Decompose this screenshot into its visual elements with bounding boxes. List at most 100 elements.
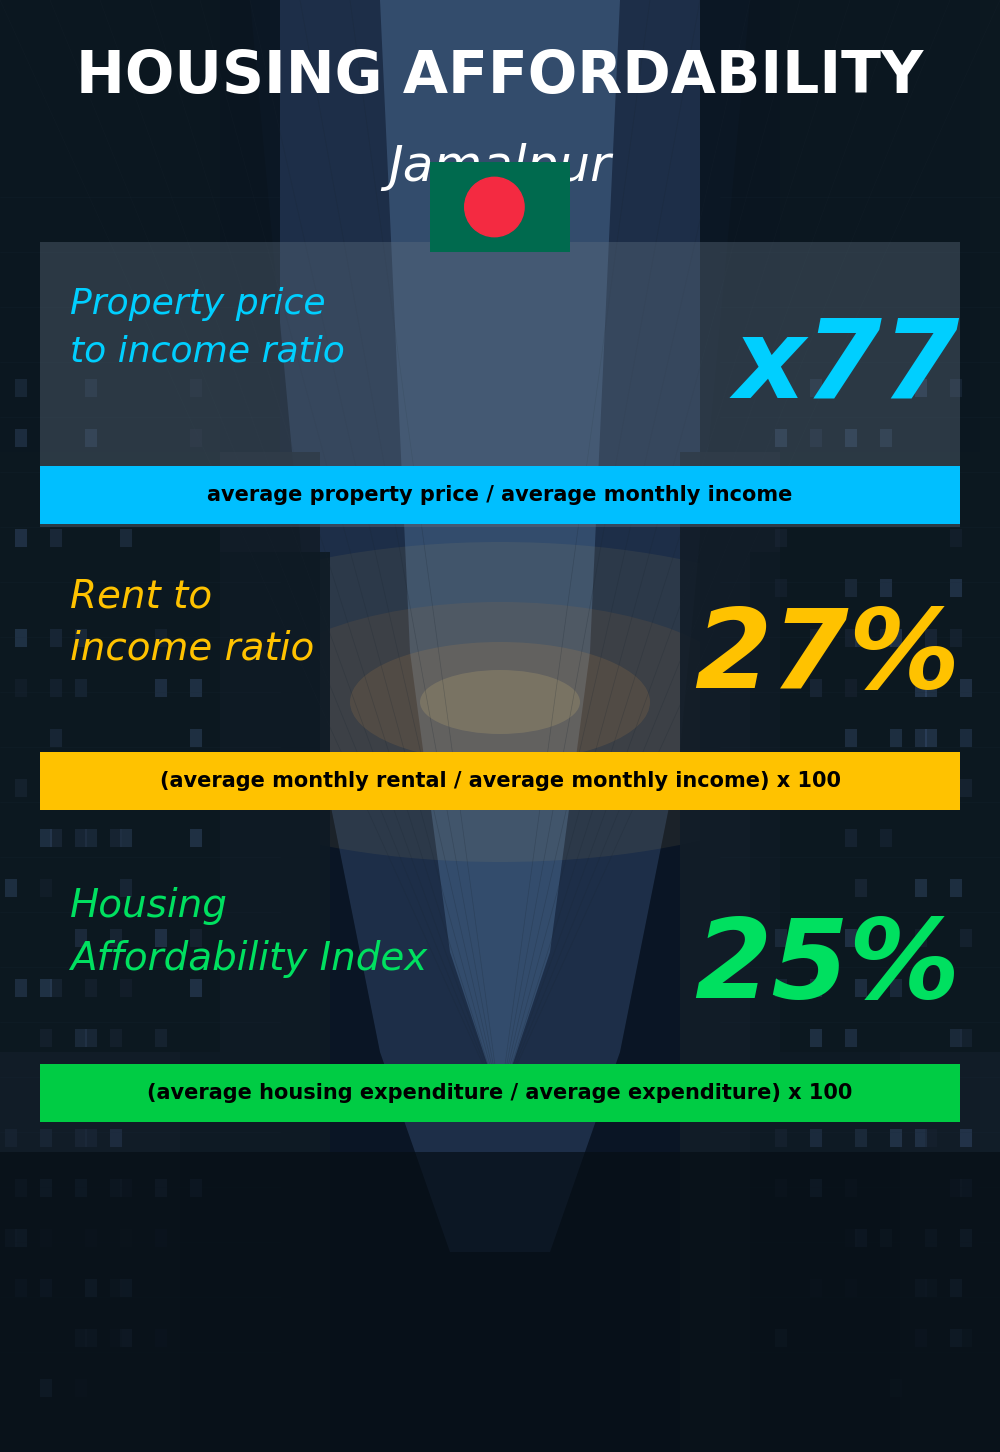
Bar	[915, 929, 927, 947]
Bar	[190, 428, 202, 447]
Bar	[75, 1029, 87, 1047]
Bar	[40, 1379, 52, 1397]
Bar	[15, 1179, 27, 1196]
Bar	[110, 1179, 122, 1196]
Bar	[845, 1279, 857, 1297]
Bar	[855, 629, 867, 648]
Bar	[155, 1179, 167, 1196]
Bar	[155, 629, 167, 648]
Bar	[155, 479, 167, 497]
Bar	[680, 452, 1000, 1452]
Bar	[890, 780, 902, 797]
Bar	[925, 1079, 937, 1098]
Bar	[880, 428, 892, 447]
Bar	[925, 1279, 937, 1297]
Bar	[845, 929, 857, 947]
Bar	[775, 1130, 787, 1147]
Bar	[190, 729, 202, 746]
Bar	[110, 929, 122, 947]
Bar	[0, 0, 180, 1452]
Bar	[40, 979, 52, 998]
Bar	[880, 1228, 892, 1247]
Bar	[0, 0, 220, 1053]
Bar	[85, 1279, 97, 1297]
Bar	[50, 979, 62, 998]
Bar	[810, 1130, 822, 1147]
Bar	[750, 552, 900, 1452]
Bar	[15, 529, 27, 547]
Bar	[960, 780, 972, 797]
Bar	[40, 242, 960, 527]
Bar	[75, 680, 87, 697]
Bar	[950, 579, 962, 597]
Bar	[155, 929, 167, 947]
Bar	[85, 379, 97, 396]
Bar	[85, 1079, 97, 1098]
Bar	[110, 829, 122, 847]
Bar	[810, 979, 822, 998]
Bar	[85, 1228, 97, 1247]
Bar	[960, 1130, 972, 1147]
Bar	[0, 0, 280, 1252]
Bar	[155, 1329, 167, 1347]
Bar	[75, 1130, 87, 1147]
Bar	[40, 1029, 52, 1047]
Bar	[120, 829, 132, 847]
Bar	[925, 1228, 937, 1247]
Bar	[40, 878, 52, 897]
Bar	[155, 1029, 167, 1047]
Bar	[190, 379, 202, 396]
Bar	[845, 479, 857, 497]
Bar	[915, 1130, 927, 1147]
Bar	[700, 0, 980, 1252]
Bar	[5, 878, 17, 897]
Text: x77: x77	[734, 314, 960, 421]
Bar	[855, 1228, 867, 1247]
Bar	[75, 929, 87, 947]
Bar	[40, 752, 960, 810]
Bar	[845, 1029, 857, 1047]
Bar	[120, 479, 132, 497]
Bar	[110, 1329, 122, 1347]
Bar	[925, 729, 937, 746]
Bar	[110, 1279, 122, 1297]
Bar	[40, 829, 52, 847]
Bar	[810, 1179, 822, 1196]
Bar	[950, 1029, 962, 1047]
Text: (average monthly rental / average monthly income) x 100: (average monthly rental / average monthl…	[160, 771, 840, 791]
Text: (average housing expenditure / average expenditure) x 100: (average housing expenditure / average e…	[147, 1083, 853, 1104]
Bar	[950, 529, 962, 547]
Bar	[180, 552, 330, 1452]
Bar	[40, 1179, 52, 1196]
Bar	[915, 1279, 927, 1297]
Bar	[120, 1228, 132, 1247]
Bar	[75, 829, 87, 847]
Bar	[110, 780, 122, 797]
Bar	[155, 780, 167, 797]
Bar	[960, 1179, 972, 1196]
Bar	[120, 979, 132, 998]
Bar	[915, 729, 927, 746]
Bar	[890, 1130, 902, 1147]
Bar	[775, 529, 787, 547]
Bar	[890, 979, 902, 998]
Bar	[85, 428, 97, 447]
Bar	[120, 878, 132, 897]
Bar	[50, 829, 62, 847]
Bar	[845, 829, 857, 847]
Bar	[915, 878, 927, 897]
Bar	[40, 1064, 960, 1122]
Bar	[820, 0, 1000, 1452]
Bar	[50, 729, 62, 746]
Bar	[855, 1130, 867, 1147]
Text: 25%: 25%	[694, 913, 960, 1021]
Bar	[190, 1179, 202, 1196]
Bar	[960, 729, 972, 746]
Bar	[50, 1079, 62, 1098]
Bar	[950, 1329, 962, 1347]
Bar	[75, 1079, 87, 1098]
Bar	[85, 829, 97, 847]
Bar	[120, 1179, 132, 1196]
Bar	[960, 1329, 972, 1347]
Bar	[190, 829, 202, 847]
